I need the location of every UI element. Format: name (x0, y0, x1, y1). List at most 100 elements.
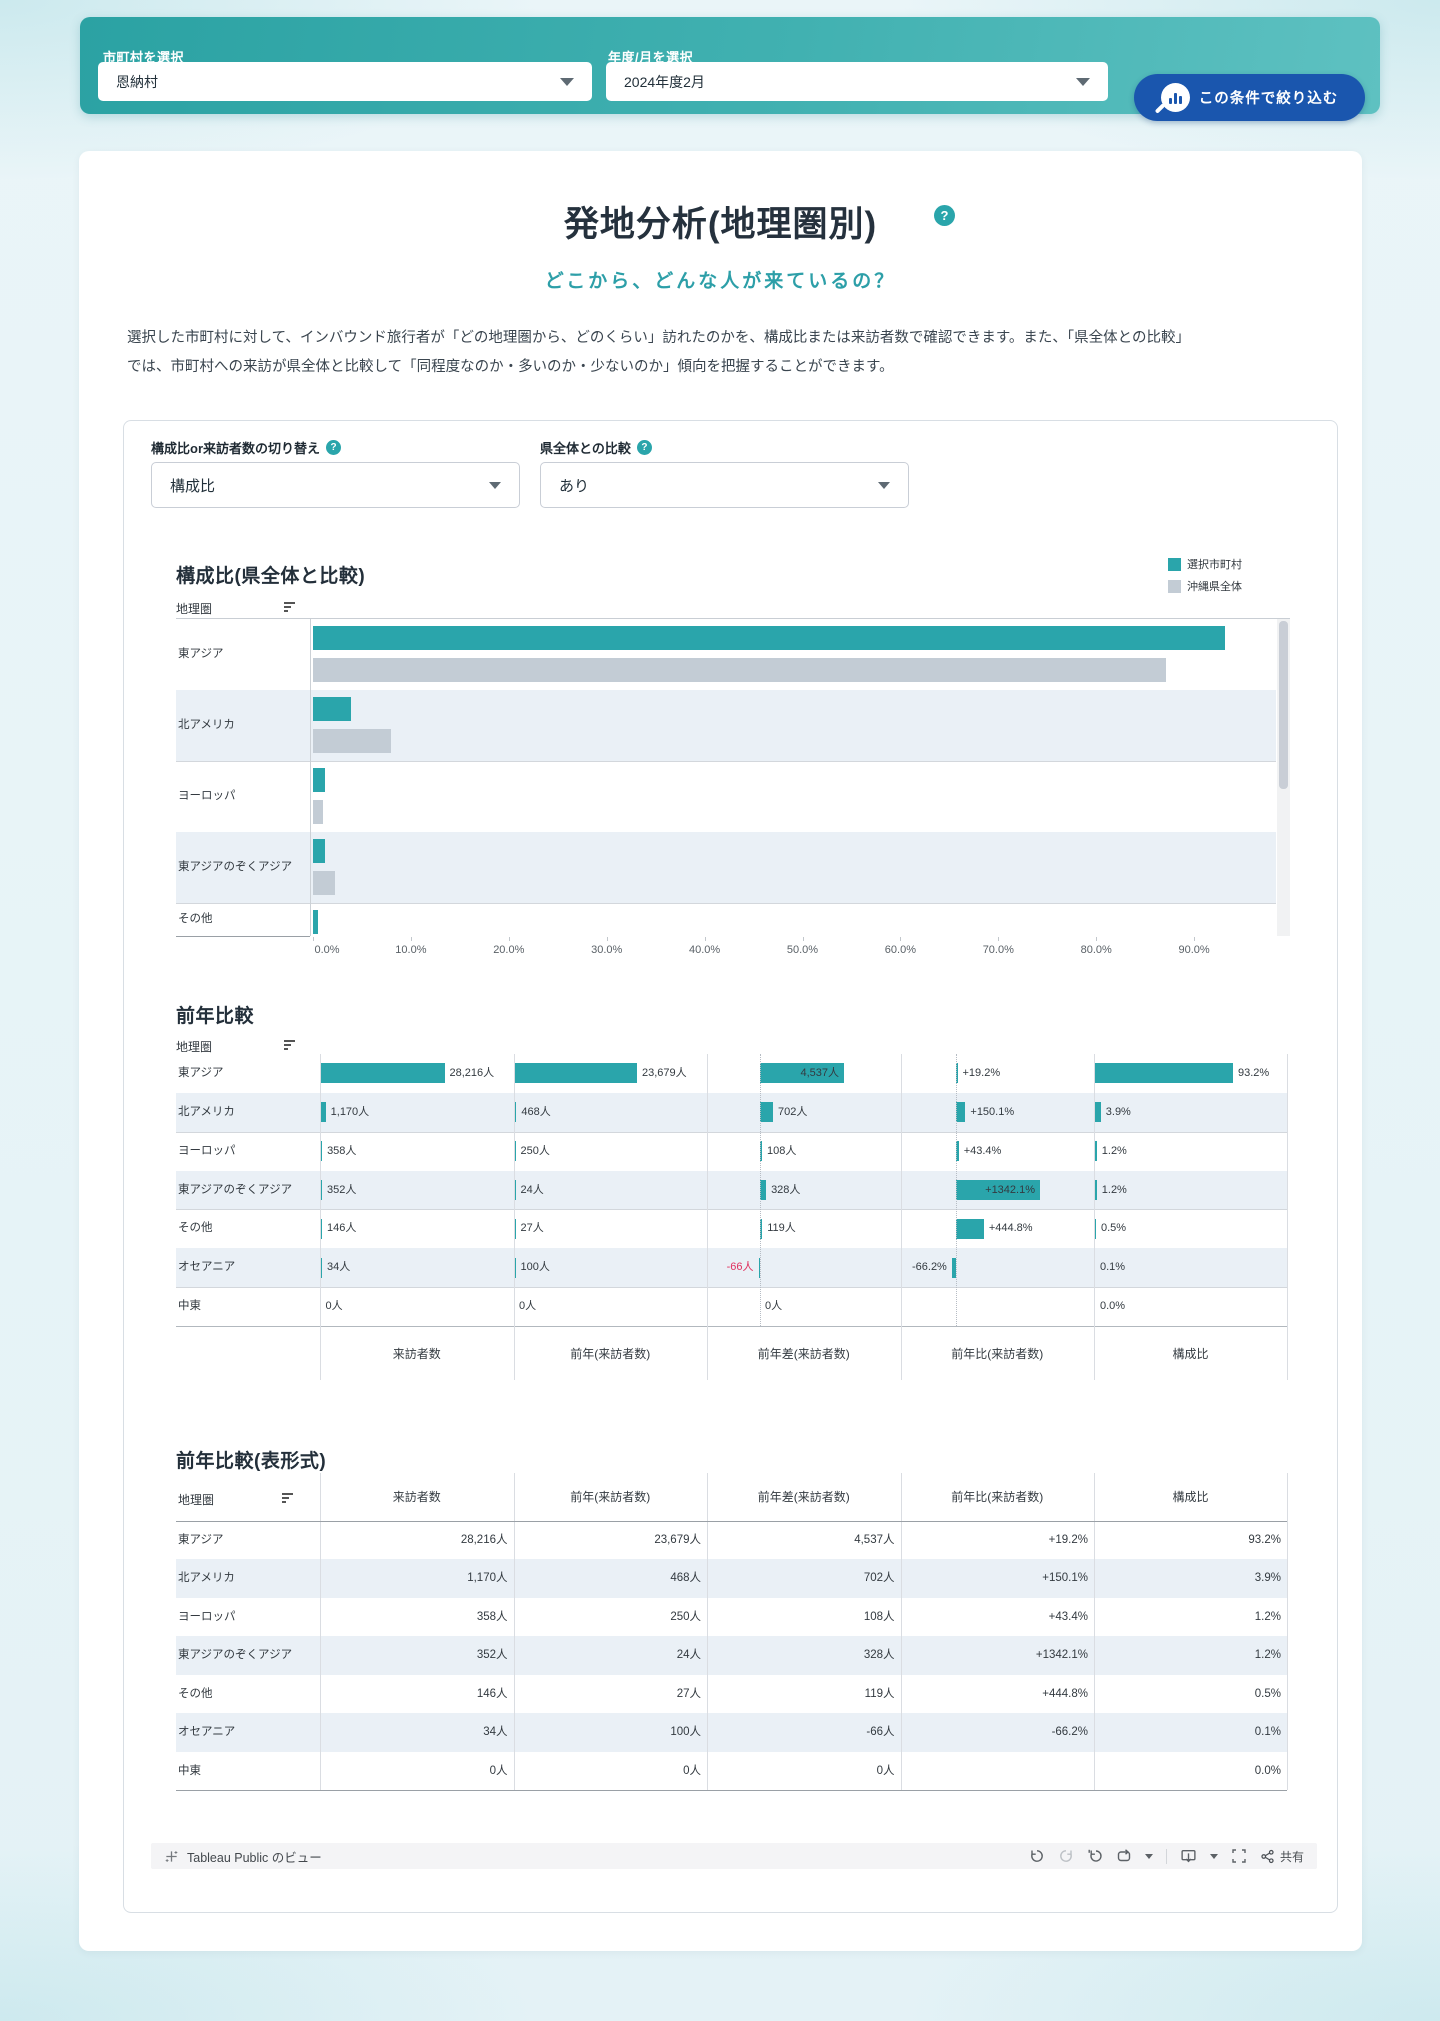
yoy-bar[interactable] (514, 1179, 516, 1200)
yoy-bar[interactable] (514, 1218, 516, 1239)
row-separator (176, 903, 1276, 904)
redo-icon[interactable] (1058, 1848, 1074, 1864)
table-cell-value: 352人 (476, 1649, 508, 1662)
legend-okinawa-total[interactable]: 沖縄県全体 (1168, 578, 1242, 594)
refresh-dropdown-caret-icon[interactable] (1144, 1853, 1153, 1859)
label-column-border (176, 936, 310, 937)
yoy-bar[interactable] (760, 1179, 767, 1200)
refresh-data-icon[interactable] (1116, 1848, 1132, 1864)
chart-scrollbar-thumb[interactable] (1279, 621, 1288, 789)
yoy-column-footer-label: 構成比 (1172, 1347, 1209, 1361)
bar-selected-municipality[interactable] (313, 839, 325, 863)
period-label: 年度/月を選択 (608, 50, 694, 65)
sort-icon[interactable] (283, 1039, 296, 1051)
yoy-value-label: 0人 (325, 1300, 343, 1313)
yoy-bar[interactable] (956, 1179, 1040, 1200)
column-separator (707, 1054, 708, 1380)
table-category-cell: その他 (178, 1687, 213, 1700)
yoy-bar[interactable] (956, 1141, 959, 1162)
bar-selected-municipality[interactable] (313, 697, 352, 721)
table-cell-value: 1.2% (1254, 1610, 1281, 1623)
municipality-select[interactable]: 恩納村 (98, 62, 592, 101)
yoy-value-label: 24人 (520, 1183, 544, 1196)
download-icon[interactable] (1180, 1848, 1197, 1865)
yoy-bar[interactable] (956, 1218, 984, 1239)
yoy-bar[interactable] (514, 1063, 637, 1084)
bar-selected-municipality[interactable] (313, 626, 1226, 650)
yoy-bar[interactable] (760, 1218, 763, 1239)
share-button[interactable]: 共有 (1260, 1848, 1304, 1865)
zero-axis-line (760, 1054, 761, 1326)
yoy-row-header: 地理圏 (176, 1040, 213, 1054)
table-row-stripe (176, 1713, 1287, 1752)
apply-filter-label: この条件で絞り込む (1198, 91, 1339, 107)
axis-tick (1194, 937, 1196, 941)
table-category-cell: 北アメリカ (178, 1572, 235, 1585)
toolbar-separator (1165, 1848, 1167, 1864)
table-column-header: 前年比(来訪者数) (951, 1490, 1044, 1504)
yoy-bar[interactable] (320, 1102, 326, 1123)
undo-icon[interactable] (1029, 1848, 1045, 1864)
table-column-header: 前年差(来訪者数) (757, 1490, 850, 1504)
table-category-cell: 東アジア (178, 1534, 224, 1546)
title-help-icon[interactable]: ? (934, 205, 955, 226)
axis-tick (313, 937, 314, 941)
sort-icon[interactable] (283, 601, 296, 613)
yoy-bar[interactable] (320, 1257, 322, 1278)
sort-icon[interactable] (281, 1492, 294, 1504)
table-row-stripe (176, 1559, 1287, 1598)
axis-tick-label: 40.0% (688, 944, 721, 956)
yoy-bar[interactable] (514, 1141, 516, 1162)
municipality-value: 恩納村 (116, 73, 158, 90)
category-label: 北アメリカ (178, 719, 235, 731)
yoy-bar[interactable] (514, 1257, 516, 1278)
metric-help-icon[interactable]: ? (326, 440, 342, 455)
axis-tick (606, 937, 608, 941)
fullscreen-icon[interactable] (1231, 1848, 1247, 1864)
bar-selected-municipality[interactable] (313, 768, 325, 792)
table-cell-value: 1,170人 (467, 1572, 508, 1585)
metric-select[interactable]: 構成比 (151, 462, 520, 508)
column-separator (320, 1473, 321, 1790)
period-select[interactable]: 2024年度2月 (606, 62, 1108, 101)
chart-row-stripe (176, 832, 1276, 903)
bar-selected-municipality[interactable] (313, 910, 318, 934)
bar-okinawa-total[interactable] (313, 658, 1166, 682)
yoy-bar[interactable] (1095, 1141, 1097, 1162)
axis-tick-label: 50.0% (786, 944, 819, 956)
bar-okinawa-total[interactable] (313, 729, 392, 753)
table-cell-value: 702人 (863, 1572, 895, 1585)
table-cell-value: 250人 (670, 1610, 701, 1623)
table-row-header: 地理圏 (178, 1493, 215, 1507)
yoy-bar[interactable] (760, 1102, 773, 1123)
yoy-bar[interactable] (1095, 1063, 1233, 1084)
yoy-bar[interactable] (758, 1257, 760, 1278)
axis-tick (1096, 937, 1098, 941)
download-dropdown-caret-icon[interactable] (1209, 1853, 1218, 1859)
axis-tick (998, 937, 1000, 941)
yoy-bar[interactable] (320, 1179, 323, 1200)
legend-selected-municipality[interactable]: 選択市町村 (1168, 556, 1242, 572)
yoy-bar[interactable] (514, 1102, 517, 1123)
apply-filter-button[interactable]: この条件で絞り込む (1134, 74, 1365, 121)
category-label: 東アジアのぞくアジア (178, 1183, 293, 1196)
yoy-row-stripe (176, 1092, 1287, 1132)
reset-view-icon[interactable] (1087, 1848, 1103, 1864)
comparison-select[interactable]: あり (540, 462, 909, 508)
yoy-bar[interactable] (320, 1063, 445, 1084)
comparison-help-icon[interactable]: ? (636, 440, 652, 455)
yoy-bar[interactable] (320, 1218, 322, 1239)
bar-okinawa-total[interactable] (313, 871, 335, 895)
yoy-value-label: 0.5% (1101, 1222, 1127, 1235)
yoy-bar[interactable] (320, 1141, 323, 1162)
table-cell-value: 0人 (876, 1764, 895, 1777)
yoy-bar[interactable] (1095, 1102, 1101, 1123)
yoy-table-title: 前年比較(表形式) (176, 1451, 327, 1472)
yoy-bar[interactable] (951, 1257, 956, 1278)
yoy-bar[interactable] (1095, 1179, 1097, 1200)
yoy-bar[interactable] (956, 1102, 966, 1123)
yoy-bar[interactable] (1095, 1218, 1096, 1239)
table-cell-value: 0人 (683, 1764, 701, 1777)
yoy-bar[interactable] (760, 1063, 844, 1084)
bar-okinawa-total[interactable] (313, 800, 323, 824)
